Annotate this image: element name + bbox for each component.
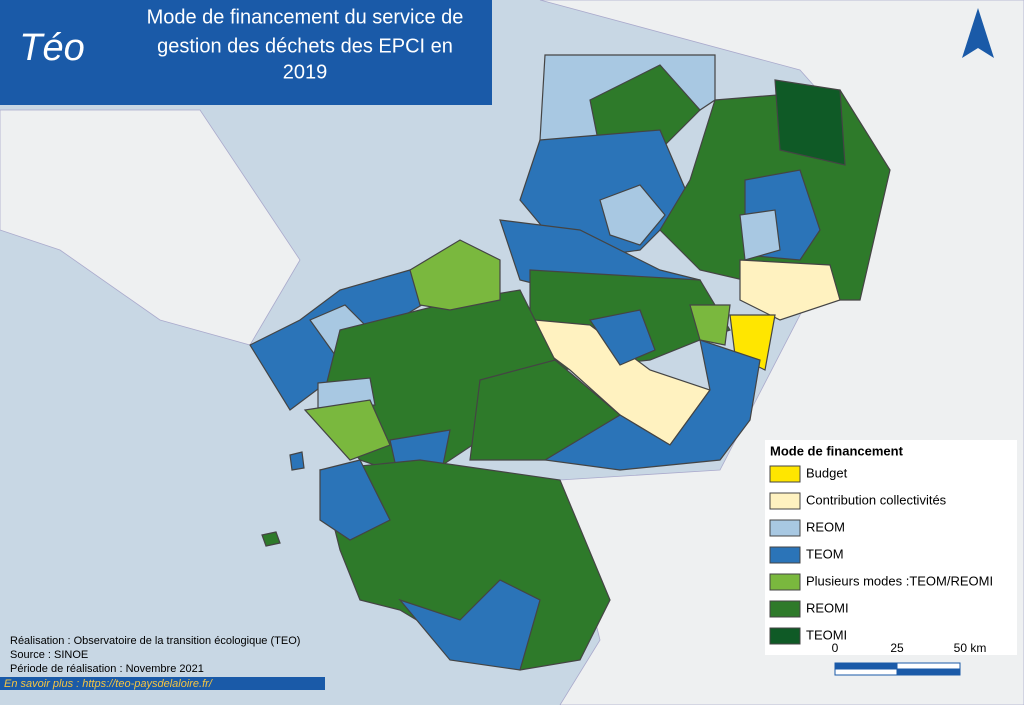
- legend-label: Budget: [806, 465, 848, 480]
- legend-swatch: [769, 546, 801, 564]
- legend-title: Mode de financement: [770, 443, 904, 458]
- legend-label: Plusieurs modes :TEOM/REOMI: [806, 573, 993, 588]
- zone: [739, 259, 841, 321]
- zone: [289, 451, 305, 471]
- credit: Période de réalisation : Novembre 2021: [10, 663, 204, 675]
- legend-label: REOM: [806, 519, 845, 534]
- zone: [303, 399, 391, 461]
- logo: Téo: [19, 27, 84, 69]
- legend-swatch: [769, 600, 801, 618]
- legend-label: TEOM: [806, 546, 844, 561]
- zone: [409, 239, 501, 311]
- epci-zones: [249, 54, 891, 671]
- link-bar: [0, 677, 325, 690]
- zone: [469, 359, 622, 461]
- legend-swatch: [769, 627, 801, 645]
- legend-swatch: [769, 573, 801, 591]
- scale-label: 50 km: [954, 641, 987, 655]
- legend-label: Contribution collectivités: [806, 492, 947, 507]
- scale-bar: [896, 668, 961, 676]
- zone: [774, 79, 846, 166]
- scale-bar: [834, 668, 898, 676]
- credit: Réalisation : Observatoire de la transit…: [10, 635, 300, 647]
- title: 2019: [283, 61, 328, 83]
- legend-label: REOMI: [806, 600, 849, 615]
- legend-label: TEOMI: [806, 627, 847, 642]
- zone: [317, 377, 376, 409]
- north-arrow: [962, 8, 994, 58]
- title: Mode de financement du service de: [147, 6, 464, 28]
- title: gestion des déchets des EPCI en: [157, 35, 453, 57]
- legend-swatch: [769, 492, 801, 510]
- credit: Source : SINOE: [10, 649, 88, 661]
- scale-label: 25: [890, 641, 904, 655]
- legend-swatch: [769, 465, 801, 483]
- scale-label: 0: [832, 641, 839, 655]
- header: [0, 0, 492, 105]
- zone: [599, 184, 666, 246]
- zone: [319, 459, 391, 541]
- scale-bar: [834, 662, 898, 670]
- legend: [765, 440, 1017, 655]
- legend-swatch: [769, 519, 801, 537]
- scale-bar: [896, 662, 961, 670]
- zone: [398, 579, 541, 671]
- link[interactable]: En savoir plus : https://teo-paysdelaloi…: [4, 678, 213, 690]
- zone: [589, 309, 656, 366]
- zone: [689, 304, 731, 346]
- zone: [261, 531, 281, 547]
- zone: [739, 209, 781, 261]
- legend-items: Budget Contribution collectivités REOM TEOM…: [769, 465, 993, 645]
